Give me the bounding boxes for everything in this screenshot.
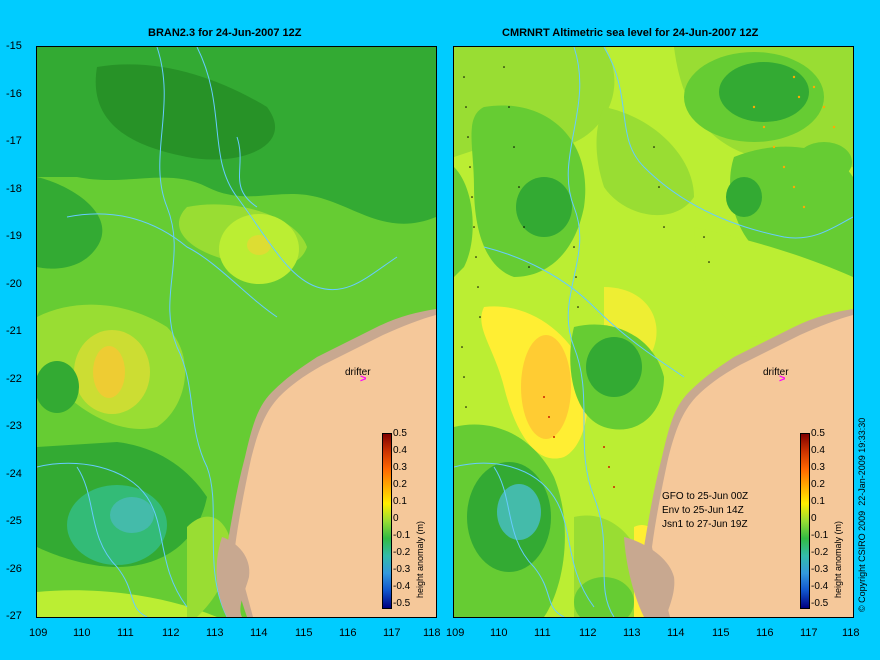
colorbar-tick: 0 [393, 513, 399, 524]
note-gfo: GFO to 25-Jun 00Z [662, 490, 748, 504]
x-tick: 109 [29, 627, 47, 639]
right-colorbar [800, 433, 810, 609]
right-drifter-marker-icon: > [779, 373, 785, 385]
copyright: © Copyright CSIRO 2009 [857, 511, 867, 612]
copyright-text: © Copyright CSIRO 2009 22-Jan-2009 19:33… [857, 418, 867, 612]
note-env: Env to 25-Jun 14Z [662, 504, 748, 518]
x-tick: 114 [667, 627, 685, 639]
colorbar-tick: 0 [811, 513, 817, 524]
x-tick: 116 [339, 627, 357, 639]
x-tick: 118 [842, 627, 860, 639]
y-tick: -18 [6, 183, 22, 195]
colorbar-tick: 0.4 [393, 445, 407, 456]
colorbar-tick: 0.2 [393, 479, 407, 490]
colorbar-tick: -0.3 [393, 564, 410, 575]
right-map [453, 46, 854, 618]
x-tick: 113 [623, 627, 641, 639]
x-tick: 110 [73, 627, 91, 639]
y-tick: -20 [6, 278, 22, 290]
x-tick: 117 [383, 627, 401, 639]
left-drifter-marker-icon: > [360, 373, 366, 385]
y-tick: -23 [6, 420, 22, 432]
x-tick: 117 [800, 627, 818, 639]
y-tick: -19 [6, 230, 22, 242]
left-colorbar [382, 433, 392, 609]
colorbar-tick: -0.4 [393, 581, 410, 592]
colorbar-tick: -0.2 [811, 547, 828, 558]
colorbar-tick: -0.5 [393, 598, 410, 609]
x-tick: 111 [117, 627, 134, 639]
y-tick: -17 [6, 135, 22, 147]
colorbar-tick: 0.3 [393, 462, 407, 473]
satellite-notes: GFO to 25-Jun 00Z Env to 25-Jun 14Z Jsn1… [662, 490, 748, 532]
x-tick: 115 [295, 627, 313, 639]
y-tick: -16 [6, 88, 22, 100]
x-tick: 112 [579, 627, 597, 639]
x-tick: 116 [756, 627, 774, 639]
y-tick: -21 [6, 325, 22, 337]
left-map-title: BRAN2.3 for 24-Jun-2007 12Z [148, 27, 301, 39]
timestamp: 22-Jan-2009 19:33:30 [857, 418, 867, 506]
x-tick: 112 [162, 627, 180, 639]
colorbar-tick: -0.4 [811, 581, 828, 592]
colorbar-tick: 0.3 [811, 462, 825, 473]
left-drifter-label: drifter [345, 367, 371, 378]
colorbar-tick: -0.3 [811, 564, 828, 575]
x-tick: 113 [206, 627, 224, 639]
colorbar-tick: -0.5 [811, 598, 828, 609]
note-jsn1: Jsn1 to 27-Jun 19Z [662, 518, 748, 532]
x-tick: 115 [712, 627, 730, 639]
colorbar-tick: 0.5 [811, 428, 825, 439]
colorbar-tick: -0.1 [811, 530, 828, 541]
y-tick: -24 [6, 468, 22, 480]
right-colorbar-label: height anomaly (m) [833, 521, 843, 598]
colorbar-tick: -0.2 [393, 547, 410, 558]
y-tick: -26 [6, 563, 22, 575]
right-map-title: CMRNRT Altimetric sea level for 24-Jun-2… [502, 27, 758, 39]
y-tick: -22 [6, 373, 22, 385]
x-tick: 111 [534, 627, 551, 639]
x-tick: 109 [446, 627, 464, 639]
left-map [36, 46, 437, 618]
colorbar-tick: 0.2 [811, 479, 825, 490]
colorbar-tick: 0.1 [393, 496, 407, 507]
y-tick: -25 [6, 515, 22, 527]
colorbar-tick: -0.1 [393, 530, 410, 541]
x-tick: 114 [250, 627, 268, 639]
x-tick: 110 [490, 627, 508, 639]
right-map-field [454, 47, 853, 617]
y-tick: -15 [6, 40, 22, 52]
left-colorbar-label: height anomaly (m) [415, 521, 425, 598]
left-map-field [37, 47, 436, 617]
colorbar-tick: 0.5 [393, 428, 407, 439]
colorbar-tick: 0.4 [811, 445, 825, 456]
colorbar-tick: 0.1 [811, 496, 825, 507]
y-tick: -27 [6, 610, 22, 622]
x-tick: 118 [423, 627, 441, 639]
